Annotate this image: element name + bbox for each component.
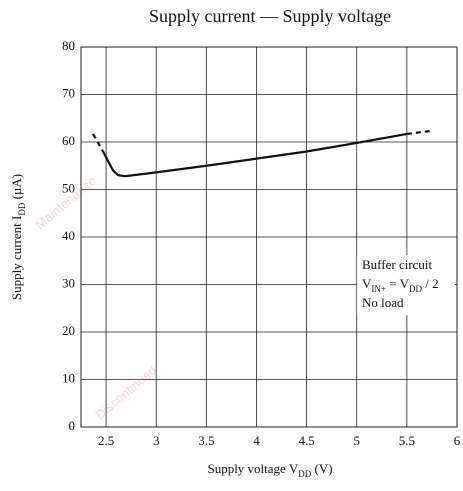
y-axis-label: Supply current IDD (µA) <box>9 174 27 300</box>
annotation-part: DD <box>409 284 422 294</box>
curve <box>102 132 408 178</box>
annotation-part: Buffer circuit <box>362 257 433 272</box>
curve <box>406 129 431 136</box>
y-axis-label-part: Supply current I <box>9 216 24 300</box>
y-axis-label-part: (µA) <box>9 174 24 203</box>
curve <box>92 133 105 153</box>
annotation-part: V <box>362 276 372 291</box>
x-tick-label: 4 <box>253 433 260 448</box>
x-tick-label: 3 <box>153 433 160 448</box>
annotation: No load <box>362 295 404 310</box>
x-tick-label: 5.5 <box>399 433 415 448</box>
watermark: Discontinued <box>92 362 159 422</box>
y-tick-label: 40 <box>62 228 75 243</box>
y-tick-label: 0 <box>69 418 76 433</box>
x-axis-label-part: Supply voltage V <box>207 461 298 476</box>
x-axis-label: Supply voltage VDD (V) <box>207 461 332 479</box>
x-tick-label: 3.5 <box>198 433 214 448</box>
x-tick-label: 4.5 <box>298 433 314 448</box>
annotation-bg <box>357 255 455 315</box>
x-axis-label-part: (V) <box>311 461 332 476</box>
annotation-part: IN+ <box>371 284 386 294</box>
y-tick-label: 80 <box>62 38 75 53</box>
y-tick-label: 30 <box>62 275 75 290</box>
x-axis-label-part: DD <box>298 469 311 479</box>
annotation: Buffer circuit <box>362 257 433 272</box>
chart-title: Supply current — Supply voltage <box>149 6 391 26</box>
x-tick-label: 6 <box>454 433 461 448</box>
y-tick-label: 20 <box>62 323 75 338</box>
y-tick-label: 70 <box>62 85 75 100</box>
y-tick-label: 60 <box>62 133 75 148</box>
annotation-part: No load <box>362 295 404 310</box>
y-tick-label: 10 <box>62 370 75 385</box>
annotation: VIN+ = VDD / 2 <box>362 276 439 294</box>
x-tick-label: 2.5 <box>98 433 114 448</box>
x-tick-label: 5 <box>353 433 360 448</box>
annotation-part: = V <box>386 276 410 291</box>
y-axis-label-part: DD <box>17 202 27 215</box>
y-tick-label: 50 <box>62 180 75 195</box>
annotation-part: / 2 <box>422 276 439 291</box>
